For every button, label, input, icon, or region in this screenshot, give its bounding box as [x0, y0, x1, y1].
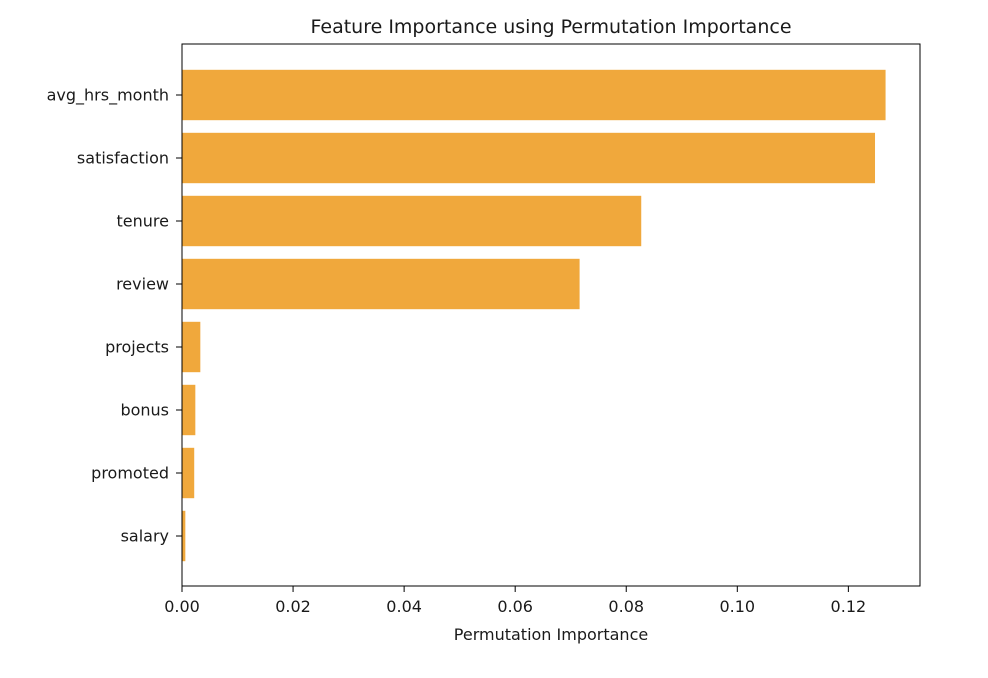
bar-satisfaction: [182, 132, 876, 184]
y-axis-ticks: avg_hrs_month satisfaction tenure review pro…: [47, 86, 182, 546]
x-tick-label: 0.04: [386, 597, 422, 616]
bars-layer: [182, 69, 886, 562]
bar-bonus: [182, 384, 196, 436]
y-tick-label: avg_hrs_month: [47, 86, 169, 106]
bar-projects: [182, 321, 201, 373]
x-tick-label: 0.02: [275, 597, 311, 616]
y-tick-label: projects: [105, 338, 169, 357]
y-tick-label: promoted: [91, 464, 169, 483]
x-tick-label: 0.12: [831, 597, 867, 616]
bar-review: [182, 258, 580, 310]
x-axis-title: Permutation Importance: [454, 625, 648, 644]
y-tick-label: tenure: [117, 212, 169, 231]
y-tick-label: salary: [121, 527, 169, 546]
bar-promoted: [182, 447, 195, 499]
plot-frame: [181, 43, 921, 587]
x-tick-label: 0.00: [164, 597, 200, 616]
y-tick-label: bonus: [120, 401, 169, 420]
y-tick-label: satisfaction: [77, 149, 169, 168]
bar-salary: [182, 510, 186, 562]
x-axis-ticks: 0.00 0.02 0.04 0.06 0.08 0.10 0.12: [164, 586, 866, 616]
x-tick-label: 0.06: [497, 597, 533, 616]
chart-title: Feature Importance using Permutation Imp…: [310, 16, 791, 38]
x-tick-label: 0.10: [719, 597, 755, 616]
bar-avg-hrs-month: [182, 69, 886, 121]
x-tick-label: 0.08: [608, 597, 644, 616]
bar-tenure: [182, 195, 642, 247]
y-tick-label: review: [116, 275, 169, 294]
